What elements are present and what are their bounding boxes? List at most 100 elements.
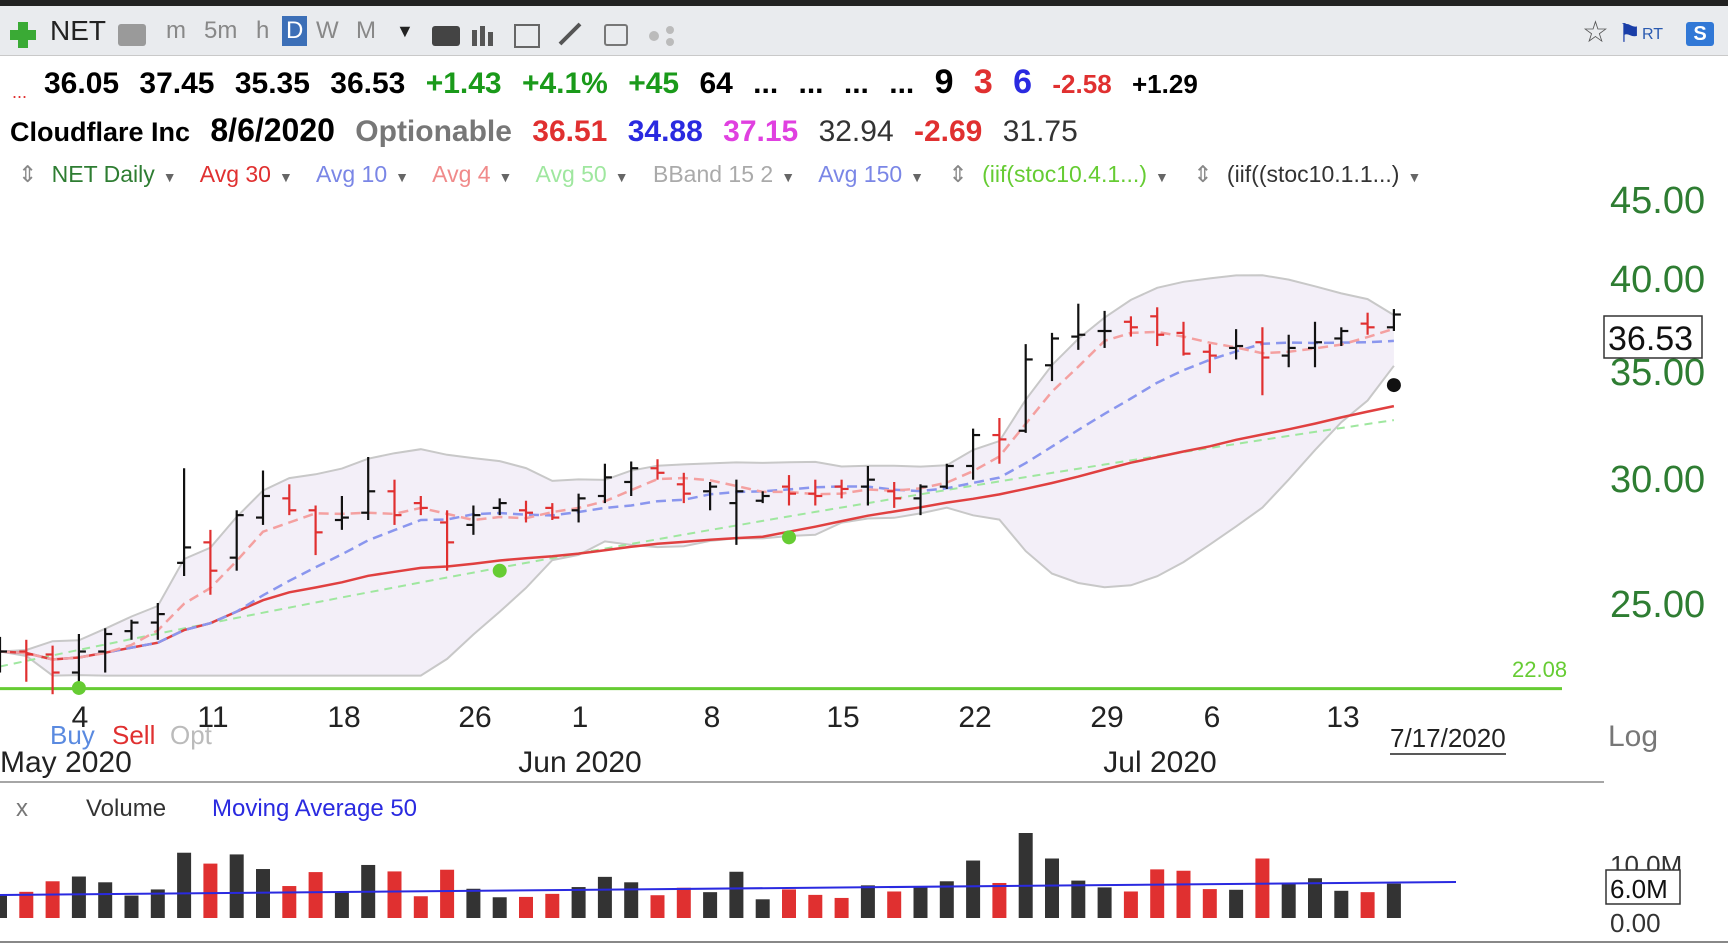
- dropdown-icon[interactable]: ▼: [498, 169, 513, 185]
- interval-w[interactable]: W: [316, 17, 339, 44]
- date-tick: 15: [826, 701, 859, 734]
- interval-m[interactable]: m: [166, 17, 186, 44]
- legend-avg-30[interactable]: Avg 30: [199, 161, 271, 187]
- quote-ellipsis-2: ...: [798, 67, 824, 100]
- signal-dot: [1386, 378, 1401, 393]
- volume-bar: [887, 891, 902, 918]
- avg-value-2: 34.88: [627, 115, 703, 148]
- symbol-label[interactable]: NET: [50, 15, 106, 46]
- s-icon[interactable]: S: [1686, 22, 1714, 46]
- legend-stoc-green[interactable]: (iif(stoc10.4.1...): [982, 161, 1147, 187]
- volume-bar: [440, 869, 455, 918]
- legend-handle-icon[interactable]: ⇕: [1193, 161, 1213, 187]
- dropdown-icon[interactable]: ▼: [278, 169, 293, 185]
- quote-ellipsis-3: ...: [843, 67, 869, 100]
- volume-close-icon[interactable]: x: [16, 795, 28, 822]
- volume-bar: [1123, 891, 1138, 918]
- volume-bar: [1097, 887, 1112, 918]
- volume-bar: [1308, 878, 1322, 918]
- volume-bar: [1150, 869, 1165, 918]
- volume-ma-label[interactable]: Moving Average 50: [212, 795, 417, 822]
- legend-handle-icon[interactable]: ⇕: [18, 161, 38, 187]
- volume-bar: [71, 876, 86, 918]
- volume-bar: [256, 869, 270, 918]
- bars-icon[interactable]: [470, 24, 498, 46]
- volume-bar: [1255, 858, 1270, 918]
- interval-d[interactable]: D: [282, 16, 308, 46]
- price-tick: 35.00: [1610, 352, 1705, 394]
- volume-bar: [229, 854, 244, 918]
- date-tick: 4: [72, 701, 89, 734]
- company-row: Cloudflare Inc 8/6/2020 Optionable 36.51…: [10, 108, 1090, 152]
- optionable-label: Optionable: [355, 115, 512, 148]
- volume-last-box: [1605, 869, 1681, 905]
- legend-avg-150[interactable]: Avg 150: [818, 161, 903, 187]
- cursor-date: 7/17/2020: [1390, 723, 1506, 753]
- buy-button[interactable]: Buy: [50, 720, 95, 750]
- pencil-icon[interactable]: [556, 20, 584, 48]
- sell-button[interactable]: Sell: [112, 720, 155, 750]
- date-tick: 18: [327, 701, 360, 734]
- chart-type-icon[interactable]: [432, 26, 460, 46]
- bband-upper-line: [0, 274, 1395, 653]
- volume-bar: [939, 881, 954, 918]
- last-price-label: 36.53: [1608, 320, 1693, 358]
- avg-value-6: 31.75: [1002, 115, 1078, 148]
- dropdown-icon[interactable]: ▼: [1154, 169, 1169, 185]
- last-price-box: [1603, 315, 1703, 359]
- quote-left-dots: ...: [12, 82, 28, 102]
- dropdown-icon[interactable]: ▼: [910, 169, 925, 185]
- scale-label[interactable]: Log: [1608, 720, 1658, 753]
- volume-bar: [966, 860, 981, 918]
- copy-icon[interactable]: [604, 24, 628, 46]
- legend-net-daily[interactable]: NET Daily: [51, 161, 155, 187]
- legend-avg-10[interactable]: Avg 10: [315, 161, 388, 187]
- interval-5m[interactable]: 5m: [204, 17, 238, 44]
- volume-label[interactable]: Volume: [86, 795, 166, 822]
- volume-bar: [387, 871, 402, 918]
- volume-bar: [782, 889, 796, 918]
- signal-dot: [782, 530, 796, 545]
- star-icon[interactable]: ☆: [1582, 16, 1609, 49]
- avg-4-line: [0, 327, 1395, 661]
- avg-value-4: 32.94: [818, 115, 894, 148]
- volume-bar: [992, 882, 1007, 918]
- legend-avg-50[interactable]: Avg 50: [535, 161, 607, 187]
- quote-row: 36.05 37.45 35.35 36.53 +1.43 +4.1% +45 …: [44, 60, 1210, 104]
- quote-ellipsis-4: ...: [889, 67, 915, 100]
- quote-high: 37.45: [139, 67, 215, 100]
- avg-value-3: 37.15: [723, 115, 799, 148]
- legend-avg-4[interactable]: Avg 4: [432, 161, 491, 187]
- link-icon[interactable]: [118, 24, 146, 46]
- flag-icon[interactable]: ⚑: [1618, 18, 1642, 48]
- interval-h[interactable]: h: [256, 17, 270, 44]
- interval-month[interactable]: M: [356, 17, 376, 44]
- volume-bar: [519, 896, 533, 918]
- signal-dot: [71, 680, 86, 695]
- price-tick: 25.00: [1610, 584, 1705, 626]
- quote-last: 36.53: [330, 67, 406, 100]
- legend-bband[interactable]: BBand 15 2: [652, 161, 774, 187]
- date-tick: 26: [458, 701, 491, 734]
- legend-handle-icon[interactable]: ⇕: [948, 161, 968, 187]
- quote-ellipsis-1: ...: [753, 67, 779, 100]
- volume-bar: [913, 886, 928, 918]
- opt-button[interactable]: Opt: [170, 720, 213, 750]
- interval-dropdown-icon[interactable]: ▼: [396, 21, 414, 41]
- quote-change-pct: +4.1%: [521, 67, 608, 100]
- dropdown-icon[interactable]: ▼: [614, 169, 629, 185]
- grid-icon[interactable]: [514, 24, 540, 48]
- add-symbol-icon[interactable]: [8, 20, 38, 50]
- date-tick: 29: [1090, 701, 1123, 734]
- rt-icon[interactable]: RT: [1642, 26, 1664, 43]
- share-icon[interactable]: [648, 26, 678, 46]
- volume-bar: [361, 864, 376, 918]
- dropdown-icon[interactable]: ▼: [395, 169, 410, 185]
- legend-stoc-black[interactable]: (iif((stoc10.1.1...): [1226, 161, 1400, 187]
- date-tick: 6: [1204, 701, 1221, 734]
- volume-bar: [650, 895, 665, 918]
- dropdown-icon[interactable]: ▼: [1407, 169, 1422, 185]
- dropdown-icon[interactable]: ▼: [781, 169, 796, 185]
- volume-bar: [755, 899, 770, 918]
- dropdown-icon[interactable]: ▼: [162, 169, 177, 185]
